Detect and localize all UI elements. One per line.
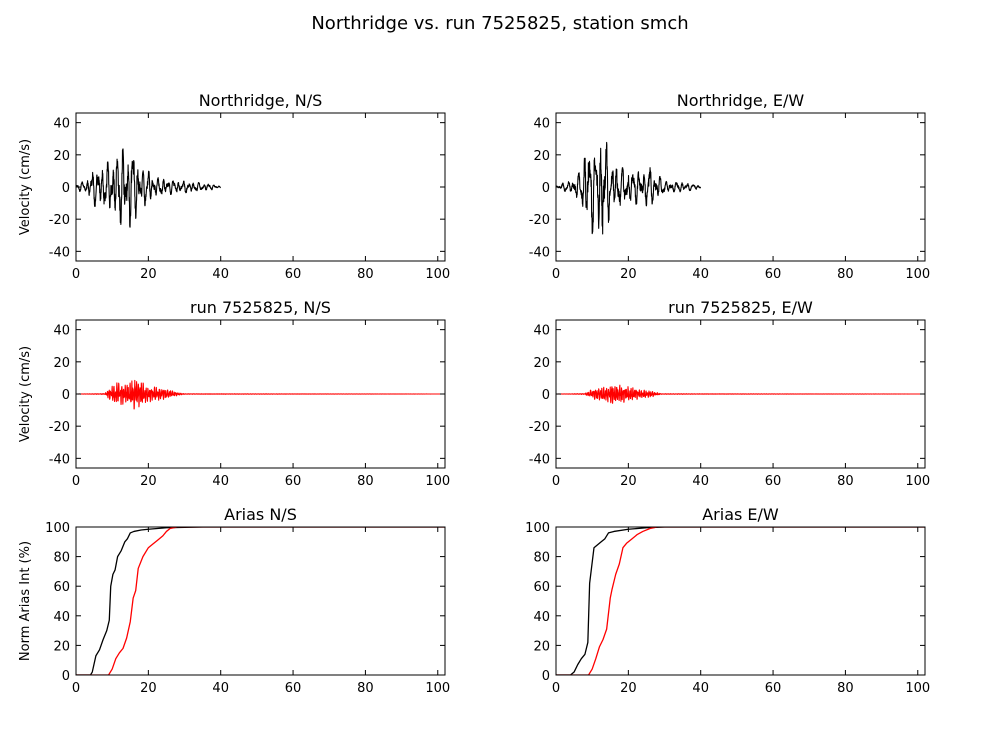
figure-title: Northridge vs. run 7525825, station smch [311,13,688,34]
x-tick-label: 80 [357,681,374,696]
x-tick-label: 100 [905,681,930,696]
y-tick-label: 0 [542,388,550,403]
y-tick-label: 100 [525,521,550,536]
y-tick-label: 80 [53,551,70,566]
subplot-grid: Northridge, N/S Velocity (cm/s) 0 20 40 60 80 1… [18,91,930,696]
y-tick-label: 20 [533,639,550,654]
subplot-p4: run 7525825, E/W 0 20 40 60 80 100 -40 -20 0 20 40 [529,298,930,489]
subplot-p6: Arias E/W 0 20 40 60 80 100 0 20 40 60 80 100 [525,505,930,696]
x-tick-label: 0 [552,267,560,282]
x-tick-label: 60 [765,474,782,489]
y-tick-label: 20 [53,639,70,654]
y-axis-label: Velocity (cm/s) [18,139,33,235]
series-line [556,384,925,404]
y-tick-label: 40 [533,117,550,132]
plot-frame [555,526,926,676]
subplot-title: Arias E/W [702,505,779,524]
y-tick-label: -20 [529,420,550,435]
y-tick-label: 60 [533,580,550,595]
y-tick-label: -20 [49,213,70,228]
y-tick-label: 40 [53,117,70,132]
x-tick-label: 80 [837,474,854,489]
y-tick-label: -40 [529,245,550,260]
y-tick-label: 0 [62,181,70,196]
x-tick-label: 60 [765,681,782,696]
x-tick-label: 60 [285,267,302,282]
subplot-title: Northridge, N/S [199,91,323,110]
subplot-p1: Northridge, N/S Velocity (cm/s) 0 20 40 60 80 1… [18,91,450,282]
y-tick-label: 40 [533,324,550,339]
y-tick-label: 20 [53,149,70,164]
x-tick-label: 40 [692,681,709,696]
x-tick-label: 100 [905,474,930,489]
series-line [76,527,445,675]
y-tick-label: 0 [542,181,550,196]
x-tick-label: 80 [837,267,854,282]
x-tick-label: 20 [620,474,637,489]
x-tick-label: 100 [425,681,450,696]
y-axis-label: Norm Arias Int (%) [18,541,33,661]
y-tick-label: -20 [529,213,550,228]
y-tick-label: 0 [62,669,70,684]
y-tick-label: 40 [53,324,70,339]
x-tick-label: 20 [140,474,157,489]
x-tick-label: 40 [212,681,229,696]
y-tick-label: 80 [533,551,550,566]
y-tick-label: 20 [533,356,550,371]
y-tick-label: 20 [53,356,70,371]
x-tick-label: 20 [620,681,637,696]
y-tick-label: 0 [62,388,70,403]
y-tick-label: -40 [49,245,70,260]
subplot-title: Arias N/S [224,505,297,524]
y-tick-label: -20 [49,420,70,435]
x-tick-label: 80 [357,474,374,489]
y-axis-label: Velocity (cm/s) [18,346,33,442]
series-line [76,527,445,675]
x-tick-label: 100 [425,267,450,282]
subplot-p2: Northridge, E/W 0 20 40 60 80 100 -40 -20 0 20 40 [529,91,930,282]
subplot-p5: Arias N/S Norm Arias Int (%) 0 20 40 60 80 100 0… [18,505,450,696]
x-tick-label: 60 [765,267,782,282]
subplot-title: run 7525825, N/S [190,298,331,317]
y-tick-label: 60 [53,580,70,595]
x-tick-label: 80 [837,681,854,696]
plot-frame [75,526,446,676]
x-tick-label: 60 [285,474,302,489]
y-tick-label: 100 [45,521,70,536]
x-tick-label: 40 [692,474,709,489]
y-tick-label: -40 [49,452,70,467]
y-tick-label: 0 [542,669,550,684]
subplot-title: Northridge, E/W [677,91,805,110]
y-tick-label: 40 [53,610,70,625]
series-line [76,148,222,228]
series-line [76,379,445,410]
x-tick-label: 40 [692,267,709,282]
y-tick-label: -40 [529,452,550,467]
x-tick-label: 40 [212,474,229,489]
series-line [556,527,925,675]
x-tick-label: 20 [620,267,637,282]
subplot-title: run 7525825, E/W [668,298,813,317]
x-tick-label: 60 [285,681,302,696]
x-tick-label: 20 [140,267,157,282]
x-tick-label: 40 [212,267,229,282]
x-tick-label: 0 [552,681,560,696]
x-tick-label: 80 [357,267,374,282]
x-tick-label: 20 [140,681,157,696]
x-tick-label: 0 [72,474,80,489]
x-tick-label: 0 [72,267,80,282]
y-tick-label: 20 [533,149,550,164]
subplot-p3: run 7525825, N/S Velocity (cm/s) 0 20 40 60 80… [18,298,450,489]
x-tick-label: 100 [425,474,450,489]
series-line [556,141,702,235]
x-tick-label: 0 [72,681,80,696]
x-tick-label: 100 [905,267,930,282]
x-tick-label: 0 [552,474,560,489]
y-tick-label: 40 [533,610,550,625]
series-line [556,527,925,675]
